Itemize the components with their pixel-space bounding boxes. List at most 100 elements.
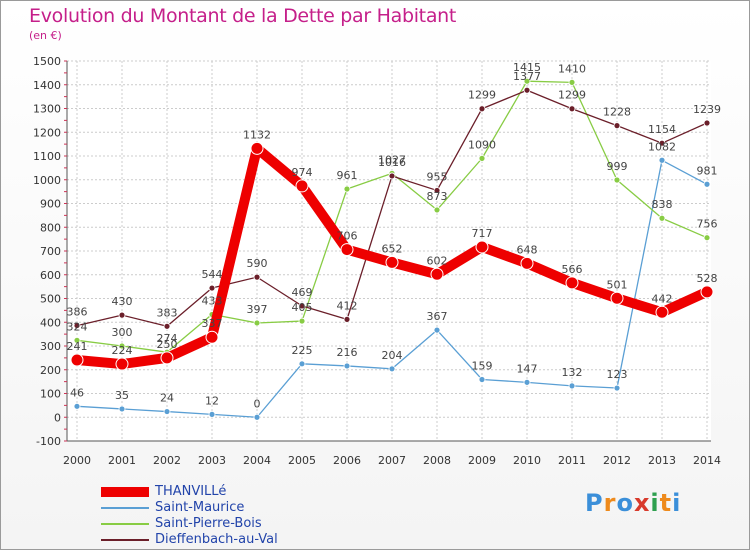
data-label: 337 — [202, 317, 223, 330]
y-tick-label: -100 — [36, 435, 61, 448]
data-label: 602 — [427, 254, 448, 267]
y-tick-label: 1300 — [33, 103, 61, 116]
data-label: 838 — [652, 198, 673, 211]
data-label: 1082 — [648, 140, 676, 153]
data-point — [478, 376, 486, 383]
data-label: 590 — [247, 257, 268, 270]
data-point — [118, 405, 126, 413]
data-label: 367 — [427, 310, 448, 323]
data-label: 442 — [652, 292, 673, 305]
data-label: 216 — [337, 346, 358, 359]
proxiti-logo: Proxiti — [585, 489, 681, 517]
data-label: 1415 — [513, 61, 541, 74]
data-point — [163, 322, 171, 330]
data-point — [295, 179, 309, 193]
data-point — [388, 365, 396, 373]
y-tick-label: 500 — [40, 293, 61, 306]
y-tick-label: 700 — [40, 245, 61, 258]
x-tick-label: 2006 — [333, 454, 361, 467]
x-tick-label: 2007 — [378, 454, 406, 467]
data-point — [118, 342, 126, 350]
data-label: 430 — [112, 295, 133, 308]
data-label: 397 — [247, 303, 268, 316]
y-tick-label: 100 — [40, 388, 61, 401]
data-label: 873 — [427, 190, 448, 203]
data-label: 386 — [67, 306, 88, 319]
data-label: 974 — [292, 166, 313, 179]
data-point — [613, 176, 621, 184]
data-point — [340, 243, 354, 257]
x-tick-label: 2012 — [603, 454, 631, 467]
data-label: 706 — [337, 230, 358, 243]
legend-label: Saint-Maurice — [155, 500, 245, 515]
data-point — [343, 185, 351, 193]
data-point — [703, 234, 711, 242]
legend-label: Dieffenbach-au-Val — [155, 532, 278, 547]
legend-swatch — [101, 487, 149, 497]
y-tick-label: 1100 — [33, 150, 61, 163]
logo-letter: i — [672, 489, 682, 517]
data-point — [343, 362, 351, 370]
data-point — [298, 360, 306, 368]
data-point — [568, 78, 576, 86]
data-point — [73, 336, 81, 344]
data-label: 241 — [67, 340, 88, 353]
data-label: 648 — [517, 243, 538, 256]
data-point — [298, 317, 306, 325]
data-label: 224 — [112, 344, 133, 357]
data-point — [478, 154, 486, 162]
x-tick-label: 2010 — [513, 454, 541, 467]
y-tick-label: 1400 — [33, 79, 61, 92]
y-tick-label: 300 — [40, 340, 61, 353]
data-point — [388, 172, 396, 180]
data-point — [478, 105, 486, 113]
data-point — [433, 187, 441, 194]
y-axis-unit: (en €) — [29, 29, 62, 42]
data-label: 225 — [292, 344, 313, 357]
data-label: 433 — [202, 294, 223, 307]
data-label: 469 — [292, 286, 313, 299]
x-tick-label: 2001 — [108, 454, 136, 467]
data-point — [385, 255, 399, 269]
data-label: 1228 — [603, 106, 631, 119]
data-point — [430, 267, 444, 281]
data-label: 1132 — [243, 128, 271, 141]
data-label: 1239 — [693, 103, 721, 116]
y-tick-label: 200 — [40, 364, 61, 377]
data-point — [205, 330, 219, 344]
logo-letter: P — [585, 489, 604, 517]
data-label: 1027 — [378, 153, 406, 166]
data-label: 1410 — [558, 62, 586, 75]
data-label: 528 — [697, 272, 718, 285]
data-point — [73, 322, 81, 329]
data-label: 35 — [115, 389, 129, 402]
data-label: 501 — [607, 278, 628, 291]
data-point — [118, 311, 126, 319]
logo-letter: i — [650, 489, 660, 517]
x-tick-label: 2013 — [648, 454, 676, 467]
data-point — [700, 285, 714, 299]
data-point — [568, 382, 576, 390]
data-point — [298, 302, 306, 310]
data-label: 955 — [427, 170, 448, 183]
data-point — [475, 240, 489, 254]
data-label: 1299 — [468, 89, 496, 102]
data-point — [250, 141, 264, 155]
data-label: 756 — [697, 218, 718, 231]
data-label: 566 — [562, 263, 583, 276]
y-tick-label: 600 — [40, 269, 61, 282]
data-label: 383 — [157, 306, 178, 319]
y-tick-label: 1200 — [33, 126, 61, 139]
logo-letter: t — [659, 489, 673, 517]
x-tick-label: 2003 — [198, 454, 226, 467]
data-label: 147 — [517, 362, 538, 375]
data-point — [208, 284, 216, 292]
data-label: 652 — [382, 242, 403, 255]
data-label: 1090 — [468, 138, 496, 151]
data-point — [70, 353, 84, 367]
data-label: 204 — [382, 349, 403, 362]
data-label: 405 — [292, 301, 313, 314]
data-label: 717 — [472, 227, 493, 240]
data-point — [523, 77, 531, 85]
